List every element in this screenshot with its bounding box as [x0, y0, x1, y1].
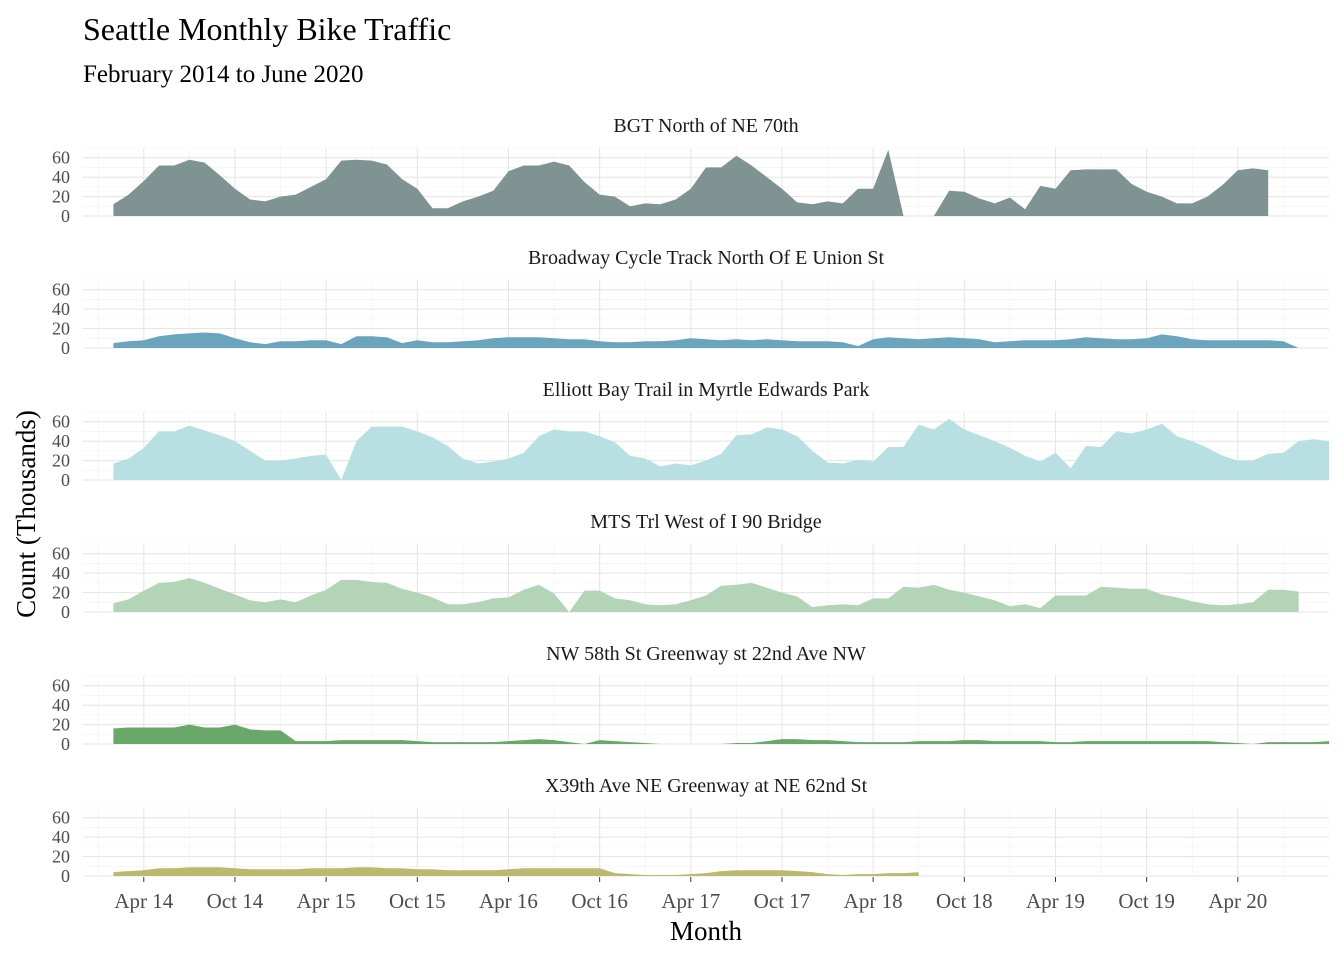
area-bgt-north-of-ne-70th	[933, 168, 1269, 216]
y-tick-label: 0	[61, 602, 70, 622]
y-tick-label: 0	[61, 206, 70, 226]
y-tick-label: 20	[52, 715, 70, 735]
y-axis-title: Count (Thousands)	[11, 410, 41, 618]
x-tick-label: Apr 14	[114, 889, 173, 913]
x-tick-label: Apr 18	[844, 889, 903, 913]
facet-panel-nw-58th-st-greenway-st-22nd-ave-nw: NW 58th St Greenway st 22nd Ave NW 020406…	[52, 643, 1329, 754]
facet-label: MTS Trl West of I 90 Bridge	[590, 511, 822, 533]
y-tick-label: 60	[52, 280, 70, 300]
x-tick-label: Oct 19	[1118, 889, 1175, 913]
chart-subtitle: February 2014 to June 2020	[83, 61, 364, 88]
x-tick-label: Oct 17	[754, 889, 811, 913]
y-tick-label: 0	[61, 470, 70, 490]
y-tick-label: 20	[52, 847, 70, 867]
area-nw-58th-st-greenway-st-22nd-ave-nw	[721, 739, 1329, 744]
chart-title: Seattle Monthly Bike Traffic	[83, 11, 451, 47]
facet-label: Elliott Bay Trail in Myrtle Edwards Park	[543, 379, 870, 401]
area-nw-58th-st-greenway-st-22nd-ave-nw	[113, 724, 661, 744]
x-tick-label: Apr 17	[661, 889, 720, 913]
facet-panel-elliott-bay-trail-in-myrtle-edwards-park: Elliott Bay Trail in Myrtle Edwards Park…	[52, 379, 1329, 490]
y-tick-label: 60	[52, 412, 70, 432]
y-tick-label: 40	[52, 827, 70, 847]
y-tick-label: 40	[52, 695, 70, 715]
x-tick-label: Apr 20	[1208, 889, 1267, 913]
facet-label: X39th Ave NE Greenway at NE 62nd St	[545, 775, 868, 797]
facet-label: Broadway Cycle Track North Of E Union St	[528, 247, 885, 269]
y-tick-label: 20	[52, 187, 70, 207]
y-tick-label: 60	[52, 808, 70, 828]
area-x39th-ave-ne-greenway-at-ne-62nd-st	[113, 867, 919, 876]
x-tick-label: Oct 18	[936, 889, 993, 913]
x-tick-label: Apr 19	[1026, 889, 1085, 913]
x-axis-title: Month	[670, 916, 743, 946]
area-mts-trl-west-of-i-90-bridge	[113, 578, 1299, 612]
area-bgt-north-of-ne-70th	[113, 149, 904, 216]
x-tick-label: Apr 15	[297, 889, 356, 913]
y-tick-label: 40	[52, 299, 70, 319]
y-tick-label: 60	[52, 544, 70, 564]
y-tick-label: 0	[61, 866, 70, 886]
y-tick-label: 0	[61, 338, 70, 358]
y-tick-label: 20	[52, 583, 70, 603]
area-elliott-bay-trail-in-myrtle-edwards-park	[113, 418, 1329, 480]
facet-panel-x39th-ave-ne-greenway-at-ne-62nd-st: X39th Ave NE Greenway at NE 62nd St 02040…	[52, 775, 1329, 886]
area-broadway-cycle-track-north-of-e-union-st	[113, 332, 1299, 348]
y-tick-label: 40	[52, 563, 70, 583]
y-tick-label: 60	[52, 676, 70, 696]
y-tick-label: 0	[61, 734, 70, 754]
facet-label: BGT North of NE 70th	[613, 115, 798, 137]
x-tick-label: Oct 15	[389, 889, 446, 913]
y-tick-label: 60	[52, 148, 70, 168]
y-tick-label: 40	[52, 431, 70, 451]
y-tick-label: 20	[52, 451, 70, 471]
x-tick-label: Apr 16	[479, 889, 538, 913]
x-tick-label: Oct 14	[207, 889, 264, 913]
facet-label: NW 58th St Greenway st 22nd Ave NW	[546, 643, 866, 665]
y-tick-label: 20	[52, 319, 70, 339]
facet-panel-broadway-cycle-track-north-of-e-union-st: Broadway Cycle Track North Of E Union St…	[52, 247, 1329, 358]
x-axis: Apr 14 Oct 14 Apr 15 Oct 15 Apr 16 Oct 16 Apr …	[114, 877, 1267, 913]
x-tick-label: Oct 16	[571, 889, 628, 913]
y-tick-label: 40	[52, 167, 70, 187]
